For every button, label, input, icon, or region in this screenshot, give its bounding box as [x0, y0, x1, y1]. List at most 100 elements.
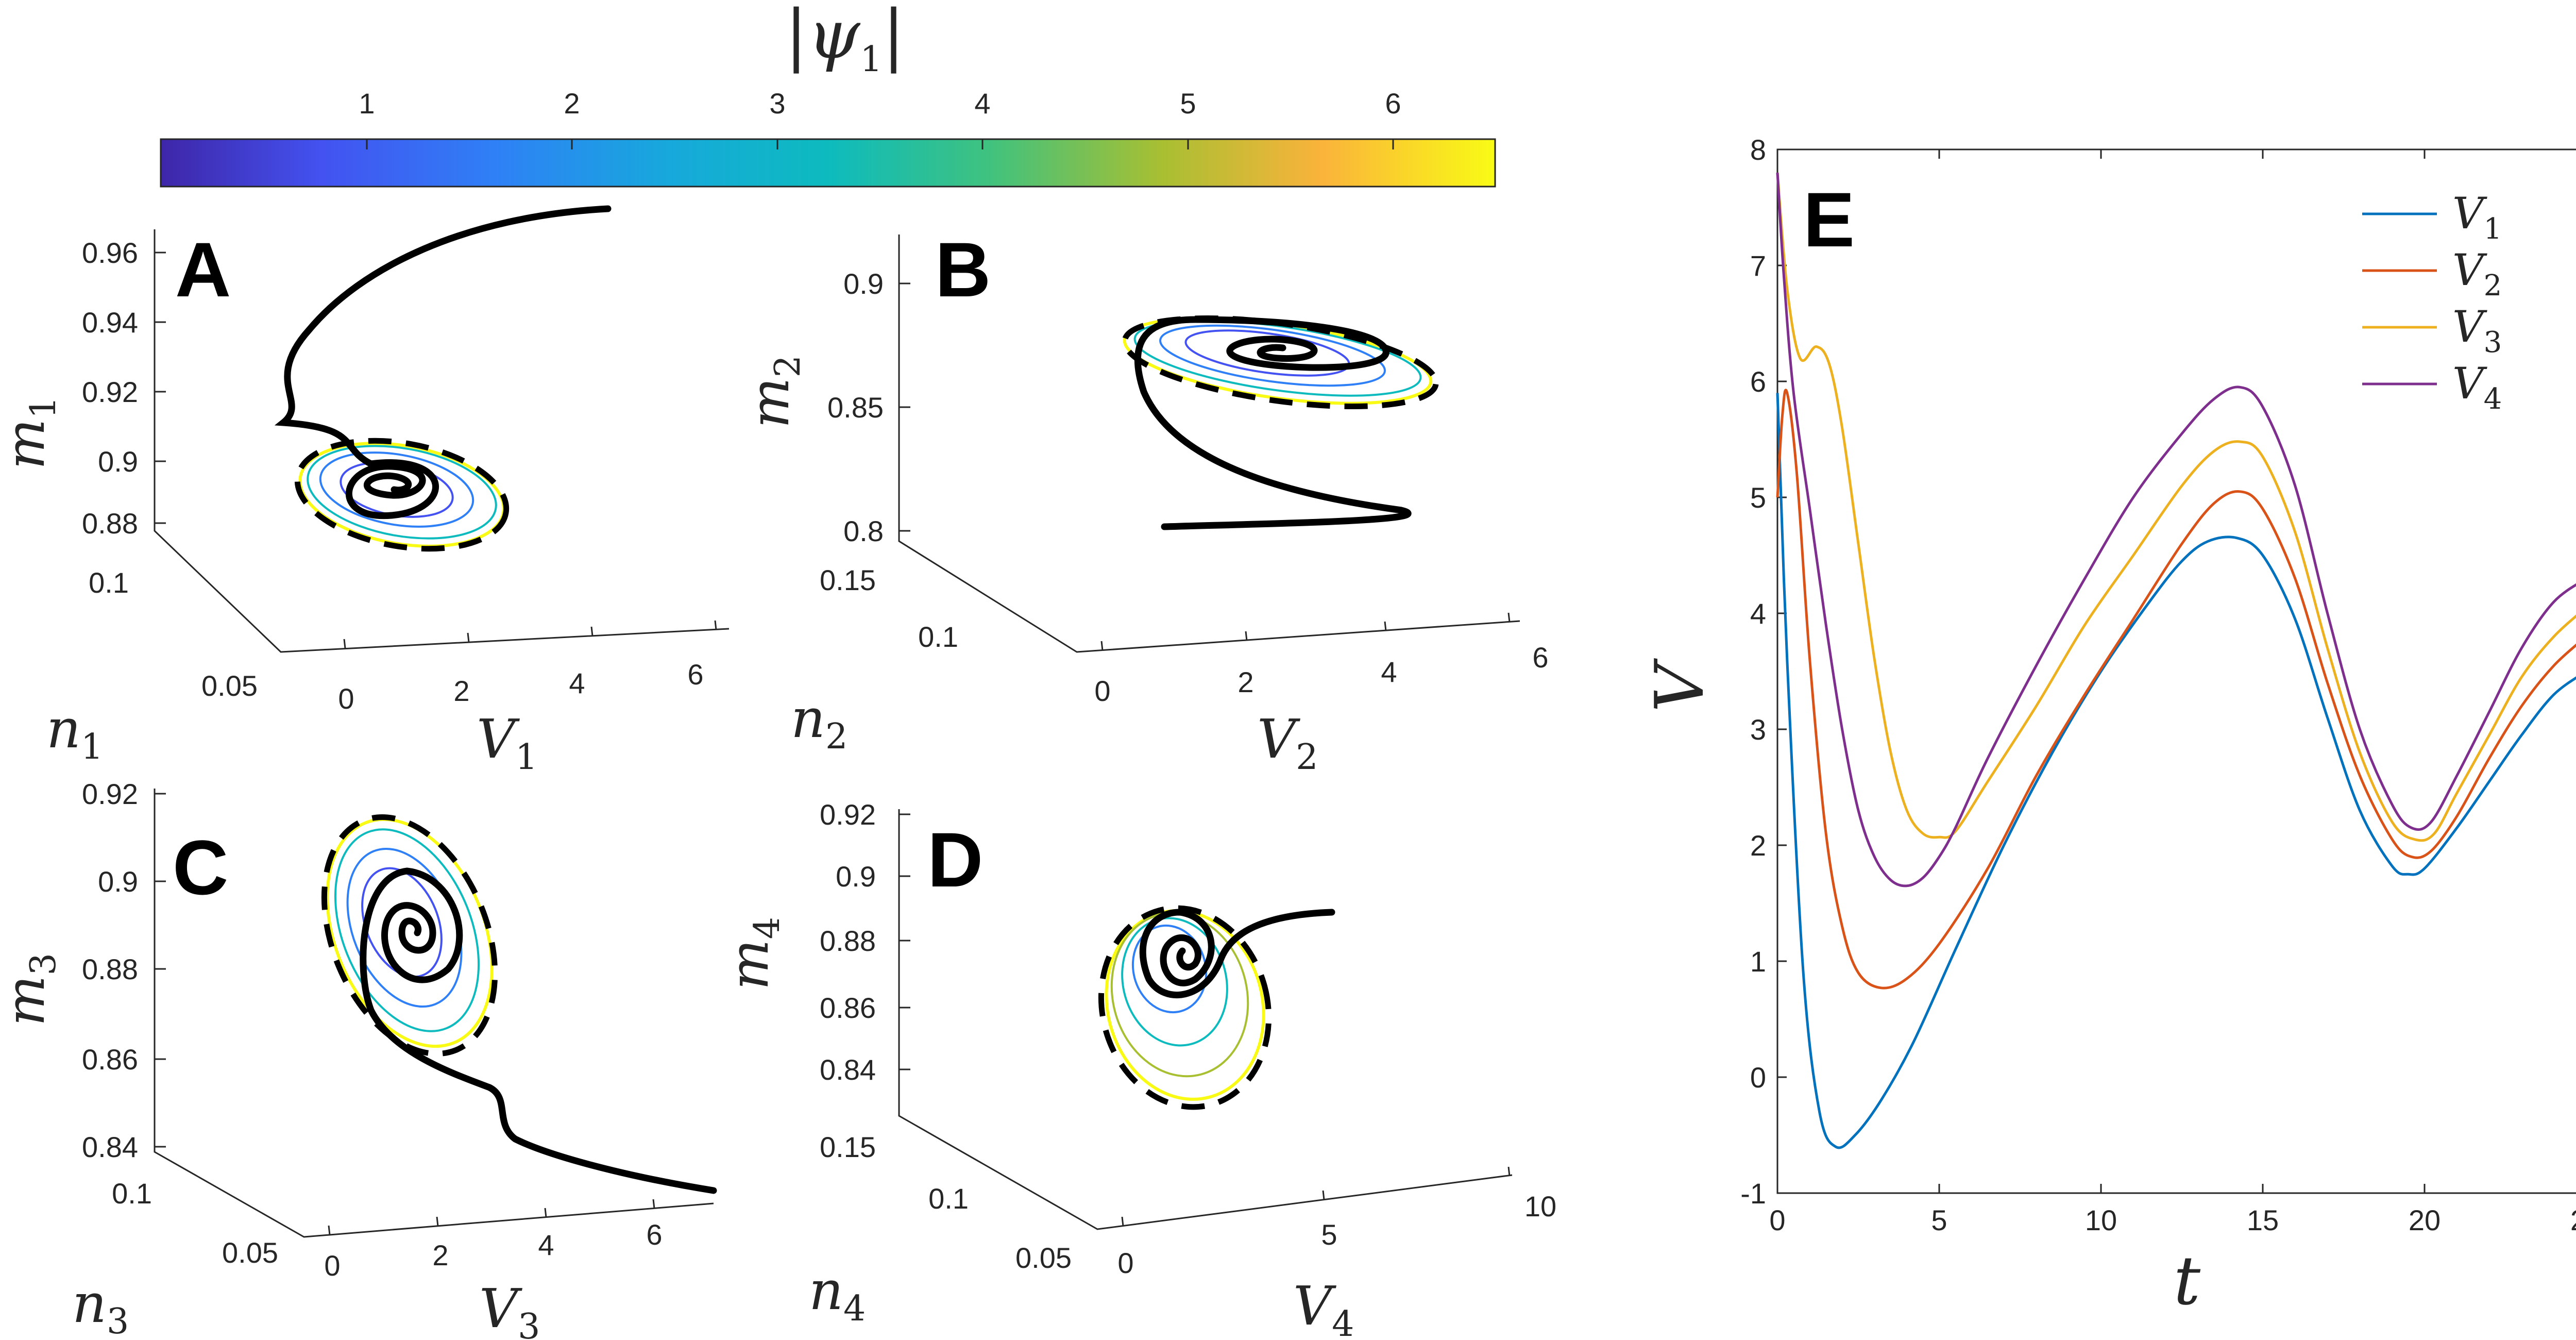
tick-label: 0.05 [222, 1236, 278, 1269]
panel-d-v-ticks: 0 5 10 [1117, 1166, 1556, 1279]
panel-label-e: E [1803, 176, 1855, 263]
series-line-v1 [1776, 393, 2576, 1149]
colorbar: |ψ1| 1 2 3 4 5 6 [160, 0, 1496, 188]
y-tick-label: 6 [1750, 365, 1766, 398]
panel-label-d: D [927, 816, 983, 903]
panel-c: C 0.92 0.9 0.88 0.86 0.84 0.1 0.05 0 2 4… [0, 778, 717, 1340]
panel-c-v-ticks: 0 2 4 6 [324, 1199, 663, 1282]
tick-label: 0.9 [98, 445, 138, 478]
tick-label: 0 [324, 1249, 340, 1282]
tick-label: 0.88 [820, 925, 876, 957]
x-tick-label: 0 [1769, 1204, 1785, 1236]
panel-c-limit-cycles [321, 814, 498, 1057]
y-tick-label: 0 [1750, 1061, 1766, 1094]
y-axis: -1 0 1 2 3 4 5 6 7 8 [1740, 133, 1787, 1210]
colorbar-gradient [160, 138, 1496, 188]
panel-a-m-ticks: 0.96 0.94 0.92 0.9 0.88 [82, 237, 166, 540]
tick-label: 0 [338, 682, 354, 715]
tick-label: 0.86 [820, 992, 876, 1024]
colorbar-tick-label: 3 [769, 87, 785, 120]
axis-label-n3: n3 [72, 1272, 129, 1340]
x-axis: 0 5 10 15 20 25 [1769, 149, 2576, 1236]
series-line-v2 [1776, 389, 2576, 990]
axis-label-m1: m1 [0, 396, 64, 470]
y-tick-label: 7 [1750, 249, 1766, 282]
tick-label: 0.9 [843, 267, 884, 300]
panel-d-axes [898, 809, 1513, 1230]
panel-b-trajectory [1134, 316, 1412, 530]
tick-label: 0.9 [836, 860, 876, 893]
panel-a-limit-cycles [294, 438, 510, 552]
panel-label-c: C [173, 824, 228, 911]
tick-label: 0.1 [112, 1177, 152, 1210]
tick-label: 0.92 [82, 376, 138, 408]
series-line-v3 [1776, 172, 2576, 842]
y-tick-label: -1 [1740, 1177, 1766, 1210]
x-tick-label: 25 [2570, 1204, 2576, 1236]
tick-label: 0.84 [82, 1131, 138, 1163]
tick-label: 10 [1524, 1190, 1556, 1222]
tick-label: 0.92 [82, 778, 138, 810]
panel-c-trajectory [360, 867, 717, 1194]
panel-a-v-ticks: 0 2 4 6 [338, 620, 717, 715]
tick-label: 5 [1321, 1218, 1337, 1251]
axis-label-n2: n2 [791, 687, 848, 757]
y-tick-label: 3 [1750, 713, 1766, 746]
axis-label-v1: V1 [477, 708, 537, 778]
panel-label-a: A [175, 226, 231, 313]
y-tick-label: 1 [1750, 945, 1766, 978]
series-lines [1776, 172, 2576, 1149]
tick-label: 0.15 [820, 564, 876, 596]
axis-label-m3: m3 [0, 953, 64, 1026]
tick-label: 2 [1238, 666, 1253, 698]
panel-label-b: B [935, 226, 991, 313]
tick-label: 0.05 [201, 669, 258, 702]
tick-label: 0.1 [918, 621, 958, 653]
tick-label: 0.86 [82, 1043, 138, 1076]
tick-label: 0.9 [98, 865, 138, 898]
tick-label: 0 [1094, 675, 1110, 707]
x-tick-label: 5 [1931, 1204, 1947, 1236]
x-axis-label: t [2174, 1242, 2201, 1320]
y-axis-label: V [1640, 658, 1719, 712]
tick-label: 0.94 [82, 306, 138, 339]
panel-b-axes [898, 234, 1520, 653]
tick-label: 0.96 [82, 237, 138, 269]
y-tick-label: 4 [1750, 597, 1766, 630]
tick-label: 0.88 [82, 953, 138, 985]
colorbar-tick-label: 4 [974, 87, 990, 120]
tick-label: 4 [569, 667, 585, 699]
legend-label: V3 [2452, 301, 2502, 359]
legend-label: V1 [2452, 188, 2502, 246]
colorbar-tick-label: 2 [564, 87, 580, 120]
plot-area [1776, 148, 2576, 1194]
panel-d-m-ticks: 0.92 0.9 0.88 0.86 0.84 [820, 798, 910, 1086]
panel-d: D 0.92 0.9 0.88 0.86 0.84 0.15 0.1 0.05 … [718, 798, 1556, 1340]
panel-d-trajectory [1139, 909, 1335, 999]
panel-c-m-ticks: 0.92 0.9 0.88 0.86 0.84 [82, 778, 166, 1163]
colorbar-ticks: 1 2 3 4 5 6 [359, 87, 1401, 149]
colorbar-title: |ψ1| [785, 0, 905, 80]
panel-a: A 0.96 0.94 0.92 0.9 0.88 0.1 0.05 0 2 4… [0, 205, 730, 778]
panel-b-m-ticks: 0.9 0.85 0.8 [827, 267, 910, 547]
x-tick-label: 20 [2409, 1204, 2441, 1236]
tick-label: 0.88 [82, 507, 138, 540]
tick-label: 4 [1381, 656, 1397, 688]
tick-label: 6 [646, 1218, 662, 1251]
x-tick-label: 15 [2247, 1204, 2279, 1236]
tick-label: 0.92 [820, 798, 876, 831]
colorbar-tick-label: 6 [1385, 87, 1401, 120]
panel-b-v-ticks: 0 2 4 6 [1094, 612, 1549, 707]
axis-label-n4: n4 [809, 1259, 866, 1329]
tick-label: 0.85 [827, 391, 884, 424]
tick-label: 2 [453, 675, 469, 707]
tick-label: 0.84 [820, 1053, 876, 1086]
axis-label-v4: V4 [1293, 1275, 1354, 1340]
tick-label: 2 [432, 1239, 448, 1271]
axis-label-v3: V3 [479, 1277, 540, 1340]
tick-label: 0.15 [820, 1131, 876, 1163]
panel-a-axes [154, 229, 730, 653]
